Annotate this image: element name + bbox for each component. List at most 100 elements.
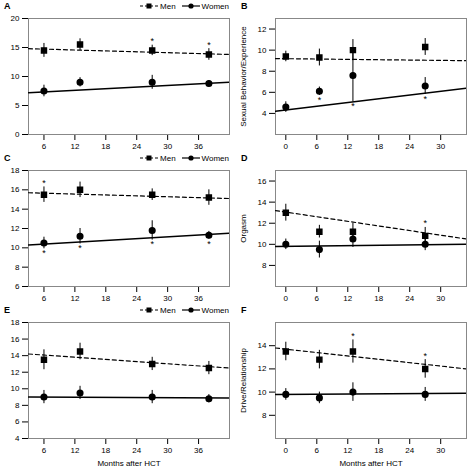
svg-text:30: 30 [163,294,172,303]
svg-text:18: 18 [374,446,383,455]
svg-text:24: 24 [132,294,141,303]
svg-text:*: * [150,36,154,46]
svg-text:6: 6 [262,88,267,97]
svg-text:12: 12 [70,142,79,151]
svg-text:0: 0 [15,130,20,139]
svg-text:12: 12 [343,446,352,455]
svg-text:14: 14 [258,341,267,350]
svg-text:6: 6 [42,294,47,303]
html-text:Men: Men [160,153,176,163]
svg-text:6: 6 [315,294,320,303]
html-text:A: A [4,1,11,11]
svg-text:18: 18 [101,446,110,455]
svg-text:10: 10 [11,243,20,252]
svg-text:*: * [78,243,82,253]
svg-text:6: 6 [42,446,47,455]
svg-text:Months after HCT: Months after HCT [339,459,402,468]
svg-text:24: 24 [405,294,414,303]
svg-text:Sexual Behavior/Experience: Sexual Behavior/Experience [239,26,248,127]
svg-text:16: 16 [11,335,20,344]
svg-text:16: 16 [258,177,267,186]
svg-text:0: 0 [284,446,289,455]
svg-text:*: * [42,178,46,188]
svg-text:*: * [423,218,427,228]
svg-text:30: 30 [436,446,445,455]
svg-text:12: 12 [11,224,20,233]
svg-text:14: 14 [11,351,20,360]
svg-text:18: 18 [101,294,110,303]
svg-text:18: 18 [101,142,110,151]
html-text:B: B [241,1,248,11]
svg-text:*: * [351,101,355,111]
svg-text:6: 6 [42,142,47,151]
html-text:E: E [4,305,10,315]
svg-text:30: 30 [163,446,172,455]
svg-text:12: 12 [343,294,352,303]
svg-text:8: 8 [262,67,267,76]
svg-text:*: * [423,351,427,361]
svg-text:18: 18 [11,318,20,327]
svg-text:8: 8 [15,401,20,410]
svg-text:14: 14 [11,205,20,214]
svg-text:12: 12 [258,364,267,373]
svg-text:12: 12 [11,368,20,377]
svg-text:24: 24 [132,142,141,151]
svg-text:30: 30 [436,294,445,303]
svg-text:*: * [318,95,322,105]
svg-text:10: 10 [258,240,267,249]
svg-text:6: 6 [15,282,20,291]
svg-text:*: * [423,94,427,104]
svg-text:6: 6 [15,417,20,426]
html-text:Men: Men [160,305,176,315]
svg-text:6: 6 [315,142,320,151]
svg-text:24: 24 [132,446,141,455]
svg-text:0: 0 [284,294,289,303]
html-text:Women: Women [201,153,229,163]
svg-text:36: 36 [194,142,203,151]
html-text:F: F [241,305,247,315]
html-text:Men: Men [160,1,176,11]
svg-text:36: 36 [194,446,203,455]
svg-text:5: 5 [15,101,20,110]
svg-text:18: 18 [11,166,20,175]
svg-text:12: 12 [343,142,352,151]
svg-text:14: 14 [258,198,267,207]
svg-text:6: 6 [315,446,320,455]
svg-text:8: 8 [262,411,267,420]
svg-text:*: * [150,239,154,249]
svg-text:4: 4 [262,109,267,118]
svg-text:18: 18 [374,142,383,151]
svg-text:12: 12 [70,446,79,455]
svg-text:0: 0 [284,142,289,151]
svg-text:8: 8 [15,263,20,272]
svg-text:24: 24 [405,446,414,455]
svg-text:Orgasm: Orgasm [239,214,248,243]
svg-text:*: * [42,248,46,258]
svg-text:16: 16 [11,185,20,194]
svg-text:4: 4 [15,434,20,443]
svg-text:12: 12 [258,219,267,228]
svg-text:10: 10 [11,72,20,81]
svg-text:*: * [351,331,355,341]
svg-text:*: * [207,239,211,249]
svg-text:36: 36 [194,294,203,303]
svg-text:*: * [207,40,211,50]
svg-text:10: 10 [258,388,267,397]
svg-text:15: 15 [11,43,20,52]
svg-text:Drive/Relationship: Drive/Relationship [239,347,248,412]
svg-text:18: 18 [374,294,383,303]
svg-text:30: 30 [436,142,445,151]
svg-text:10: 10 [258,46,267,55]
svg-text:Months after HCT: Months after HCT [97,459,160,468]
svg-text:12: 12 [258,25,267,34]
html-text:C: C [4,153,11,163]
html-text:Women: Women [201,1,229,11]
svg-text:12: 12 [70,294,79,303]
svg-text:24: 24 [405,142,414,151]
html-text:Women: Women [201,305,229,315]
svg-text:8: 8 [262,261,267,270]
svg-text:10: 10 [11,384,20,393]
svg-text:20: 20 [11,14,20,23]
svg-text:30: 30 [163,142,172,151]
html-text:D: D [241,153,248,163]
